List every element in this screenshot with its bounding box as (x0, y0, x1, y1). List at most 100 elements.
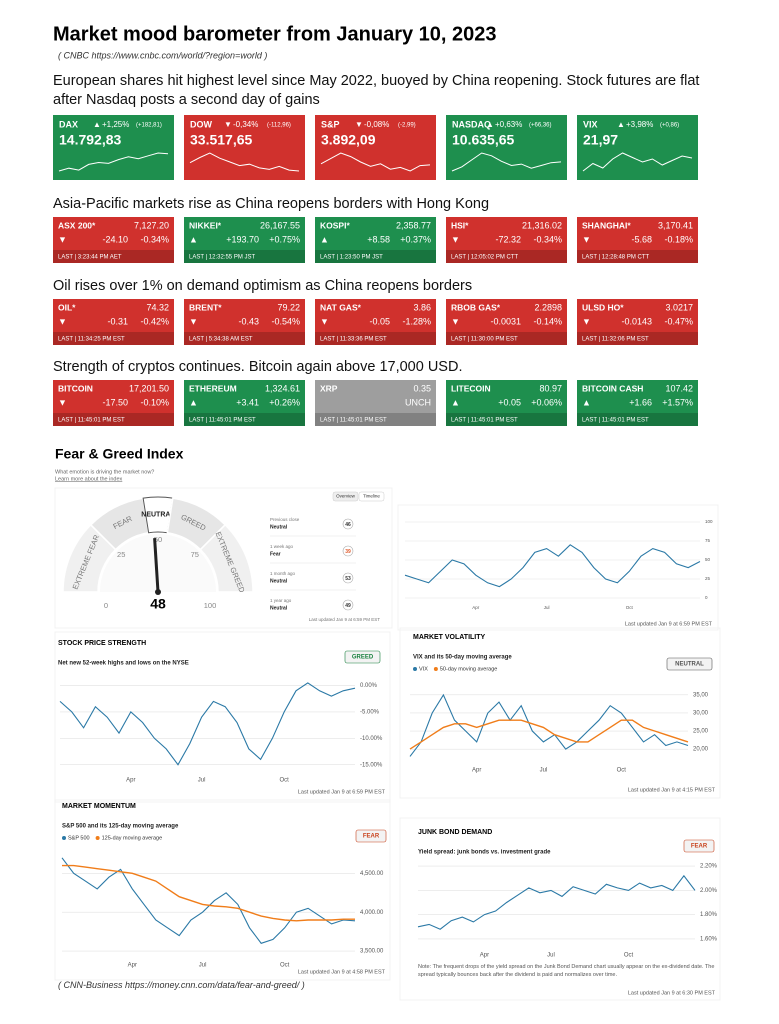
tile-pct: -0,08% (364, 120, 389, 129)
tile-pct: -0.10% (140, 397, 169, 407)
tile-pct: -0.34% (533, 234, 562, 244)
tile-footer (577, 413, 698, 426)
tile-footer (184, 250, 305, 263)
tile-change: -0.0143 (621, 316, 652, 326)
y-tick-label: 30,00 (693, 711, 709, 717)
tile-arrow: ▼ (58, 316, 67, 326)
y-tick-label: -10.00% (360, 736, 383, 742)
chart-updated: Last updated Jan 9 at 4:58 PM EST (298, 969, 386, 975)
tile-pct: -0.42% (140, 316, 169, 326)
title: Market mood barometer from January 10, 2… (53, 23, 497, 45)
history-badge (342, 518, 354, 530)
tile-footer (53, 413, 174, 426)
tile-price: 0.35 (413, 383, 431, 393)
tile-arrow: ▲ (582, 397, 591, 407)
tile-name: BITCOIN (58, 383, 93, 393)
tile-footer (184, 332, 305, 345)
history-rating: Fear (270, 551, 281, 557)
tile-last: LAST | 11:30:00 PM EST (451, 337, 518, 343)
source: ( CNBC https://www.cnbc.com/world/?regio… (58, 50, 267, 60)
tile-arrow: ▲ (617, 120, 625, 129)
tile-footer (184, 413, 305, 426)
tile-price: 21,316.02 (522, 220, 562, 230)
badge-label: NEUTRAL (675, 662, 704, 668)
tile-name: DAX (59, 119, 78, 129)
badge (344, 650, 381, 664)
tile-footer (315, 250, 436, 263)
tile-pct: -0.47% (664, 316, 693, 326)
x-tick-label: Jul (544, 605, 550, 610)
legend-label: S&P 500 (68, 835, 90, 841)
history-badge (342, 599, 354, 611)
y-tick-label: 0 (705, 595, 708, 600)
gauge-tick-label: 100 (204, 601, 217, 610)
x-tick-label: Oct (617, 768, 627, 774)
tile-pct: -0.18% (664, 234, 693, 244)
sparkline (58, 152, 169, 172)
tile (446, 380, 567, 426)
tile (577, 380, 698, 426)
tile-name: XRP (320, 383, 338, 393)
history-rating: Neutral (270, 605, 288, 611)
legend-label: 125-day moving average (102, 835, 163, 841)
tile-arrow: ▼ (451, 234, 460, 244)
tile-change: (-112,96) (267, 123, 291, 129)
tile-arrow: ▲ (451, 397, 460, 407)
fg-title: Fear & Greed Index (55, 446, 184, 462)
tile-arrow: ▼ (582, 316, 591, 326)
badge-label: FEAR (691, 844, 708, 850)
tile-pct: +1.57% (662, 397, 693, 407)
tile-arrow: ▲ (189, 397, 198, 407)
series-line (409, 719, 689, 750)
series-line (61, 857, 356, 944)
tile-price: 74.32 (146, 302, 169, 312)
tile-footer (577, 250, 698, 263)
tile-name: S&P (321, 119, 340, 129)
gauge-label: NEUTRAL (141, 511, 175, 518)
tile-price: 3,170.41 (658, 220, 693, 230)
sparkline (582, 152, 693, 172)
x-tick-label: Oct (280, 778, 290, 784)
y-tick-label: 0.00% (360, 683, 378, 689)
tile-change: -17.50 (102, 397, 128, 407)
gauge-needle (153, 538, 160, 593)
x-tick-label: Oct (280, 963, 290, 969)
section-heading: Oil rises over 1% on demand optimism as … (53, 278, 473, 294)
panel (397, 504, 719, 631)
fg-question: What emotion is driving the market now? (55, 469, 154, 475)
tile (184, 380, 305, 426)
tab (332, 491, 359, 502)
tile-price: 14.792,83 (59, 132, 121, 148)
y-tick-label: 35,00 (693, 692, 709, 698)
gauge-value: 48 (150, 596, 166, 612)
tile-last: LAST | 3:23:44 PM AET (58, 255, 122, 261)
tab (358, 491, 385, 502)
panel (399, 627, 721, 799)
history-value: 46 (345, 522, 351, 528)
tile-price: 3.0217 (665, 302, 693, 312)
tile-arrow: ▲ (486, 120, 494, 129)
badge-label: FEAR (363, 834, 380, 840)
chart-updated: Last updated Jan 9 at 6:30 PM EST (628, 990, 716, 996)
tile-name: VIX (583, 119, 598, 129)
tile-name: ASX 200* (58, 220, 96, 230)
tile-price: 21,97 (583, 132, 618, 148)
tile-last: LAST | 11:45:01 PM EST (189, 418, 256, 424)
tile (577, 115, 698, 180)
tile-price: 1,324.61 (265, 383, 300, 393)
x-tick-label: Jul (540, 768, 548, 774)
tile-arrow: ▼ (224, 120, 232, 129)
gauge-tick-label: 75 (191, 550, 199, 559)
tab-label: Timeline (363, 494, 380, 499)
chart-subtitle: Yield spread: junk bonds vs. investment … (418, 850, 551, 856)
tile (315, 299, 436, 345)
y-tick-label: 75 (705, 538, 711, 543)
tile-pct: +0.75% (269, 234, 300, 244)
series-line (59, 682, 356, 766)
panel (399, 817, 721, 1001)
legend-dot (413, 667, 417, 671)
gauge-hub (155, 589, 161, 595)
tile-name: DOW (190, 119, 213, 129)
tile-footer (53, 332, 174, 345)
